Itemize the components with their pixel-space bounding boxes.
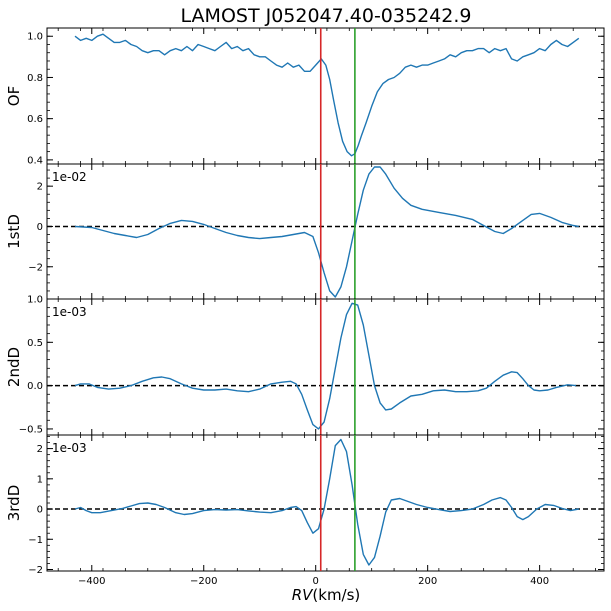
x-axis-label-unit: (km/s) [312, 586, 360, 604]
scale-label: 1e-03 [52, 305, 87, 319]
y-tick-label: 0.0 [27, 381, 43, 392]
y-tick-label: 1.0 [27, 295, 43, 306]
x-tick-label: 200 [418, 576, 437, 587]
scale-label: 1e-03 [52, 441, 87, 455]
x-tick-label: −400 [78, 576, 105, 587]
y-tick-label: 1.0 [27, 32, 43, 43]
panel-2: −2 0 2 1stD 1e-02 [5, 163, 605, 300]
y-tick-label: −1 [28, 535, 43, 546]
x-tick-label: −200 [190, 576, 217, 587]
y-tick-label: 0 [37, 505, 43, 516]
series-line [74, 438, 579, 566]
y-tick-label: 0.5 [27, 338, 43, 349]
y-axis-label: 2ndD [5, 347, 23, 387]
y-axis-label: 3rdD [5, 485, 23, 522]
y-tick-label: 2 [37, 182, 43, 193]
series-line [74, 33, 580, 157]
y-tick-label: 2 [37, 444, 43, 455]
x-tick-label: 400 [530, 576, 549, 587]
panel-3: −0.5 0.0 0.5 1.0 2ndD 1e-03 [5, 295, 605, 436]
panels-layer: 0.4 0.6 0.8 1.0 OF −2 0 2 1stD 1e-02 −0.5 0.0 0.5 1.0… [5, 27, 605, 587]
y-tick-label: 0.8 [27, 73, 43, 84]
x-tick-label: 0 [313, 576, 319, 587]
x-axis-label-italic: RV [292, 586, 314, 604]
panel-4: −2 −1 0 1 2 3rdD 1e-03 [5, 434, 605, 576]
y-tick-label: 0.4 [27, 155, 43, 166]
y-tick-label: −2 [28, 262, 43, 273]
y-tick-label: 0.6 [27, 114, 43, 125]
chart-title: LAMOST J052047.40-035242.9 [181, 5, 472, 27]
x-axis-label: RV(km/s) [292, 586, 361, 604]
y-axis-label: OF [5, 86, 23, 106]
y-tick-label: 0 [37, 222, 43, 233]
y-axis-label: 1stD [5, 214, 23, 249]
panel-1: 0.4 0.6 0.8 1.0 OF [5, 27, 605, 166]
series-line [74, 166, 579, 298]
y-tick-label: −0.5 [19, 424, 43, 435]
y-tick-label: 1 [37, 474, 43, 485]
scale-label: 1e-02 [52, 170, 87, 184]
y-tick-label: −2 [28, 565, 43, 576]
series-line [74, 302, 577, 430]
